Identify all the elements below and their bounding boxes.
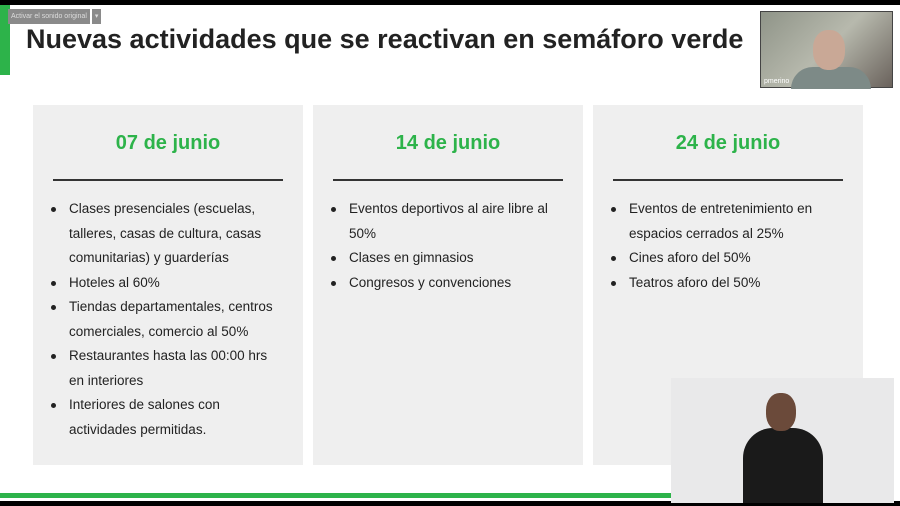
activity-list: Eventos deportivos al aire libre al 50% C… bbox=[313, 197, 583, 295]
list-item: Clases presenciales (escuelas, talleres,… bbox=[51, 197, 281, 271]
sign-language-interpreter-video bbox=[671, 378, 894, 503]
list-item: Cines aforo del 50% bbox=[611, 246, 841, 271]
interpreter-figure bbox=[743, 428, 823, 503]
list-item: Clases en gimnasios bbox=[331, 246, 561, 271]
audio-control[interactable]: Activar el sonido original ▾ bbox=[8, 9, 102, 24]
column-date: 07 de junio bbox=[115, 132, 221, 154]
list-item: Teatros aforo del 50% bbox=[611, 271, 841, 296]
interpreter-head bbox=[766, 393, 796, 431]
date-column: 14 de junio Eventos deportivos al aire li… bbox=[313, 105, 583, 465]
column-date: 14 de junio bbox=[395, 132, 501, 154]
chevron-down-icon[interactable]: ▾ bbox=[91, 9, 102, 24]
divider bbox=[613, 179, 843, 181]
list-item: Congresos y convenciones bbox=[331, 271, 561, 296]
list-item: Eventos deportivos al aire libre al 50% bbox=[331, 197, 561, 246]
accent-bar bbox=[0, 5, 10, 75]
participant-face bbox=[813, 30, 845, 70]
original-audio-button[interactable]: Activar el sonido original bbox=[8, 9, 90, 24]
accent-line bbox=[0, 493, 680, 498]
date-column: 07 de junio Clases presenciales (escuelas… bbox=[33, 105, 303, 465]
divider bbox=[53, 179, 283, 181]
participant-video[interactable]: pmerino bbox=[760, 11, 893, 89]
participant-figure bbox=[791, 67, 871, 89]
list-item: Tiendas departamentales, centros comerci… bbox=[51, 295, 281, 344]
activity-list: Clases presenciales (escuelas, talleres,… bbox=[33, 197, 303, 442]
activity-list: Eventos de entretenimiento en espacios c… bbox=[593, 197, 863, 295]
list-item: Hoteles al 60% bbox=[51, 271, 281, 296]
divider bbox=[333, 179, 563, 181]
list-item: Eventos de entretenimiento en espacios c… bbox=[611, 197, 841, 246]
list-item: Restaurantes hasta las 00:00 hrs en inte… bbox=[51, 344, 281, 393]
slide-title: Nuevas actividades que se reactivan en s… bbox=[26, 24, 744, 54]
participant-name: pmerino bbox=[764, 78, 790, 85]
list-item: Interiores de salones con actividades pe… bbox=[51, 393, 281, 442]
column-date: 24 de junio bbox=[675, 132, 781, 154]
